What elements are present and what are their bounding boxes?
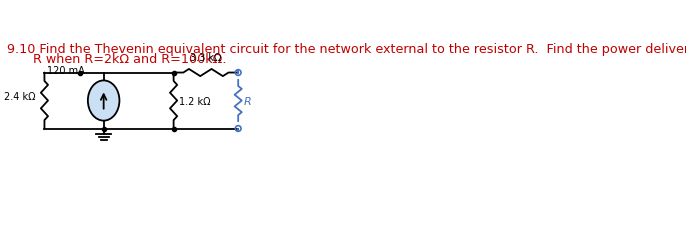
Text: 1.2 kΩ: 1.2 kΩ xyxy=(179,96,211,106)
Text: 3.3 kΩ: 3.3 kΩ xyxy=(190,53,222,63)
Text: 120 mA: 120 mA xyxy=(47,65,85,75)
Text: 2.4 kΩ: 2.4 kΩ xyxy=(4,92,36,102)
Text: 9.10 Find the Thevenin equivalent circuit for the network external to the resist: 9.10 Find the Thevenin equivalent circui… xyxy=(7,43,686,56)
Ellipse shape xyxy=(88,81,119,121)
Text: R: R xyxy=(244,96,252,106)
Text: R when R=2kΩ and R=100kΩ.: R when R=2kΩ and R=100kΩ. xyxy=(33,52,226,65)
